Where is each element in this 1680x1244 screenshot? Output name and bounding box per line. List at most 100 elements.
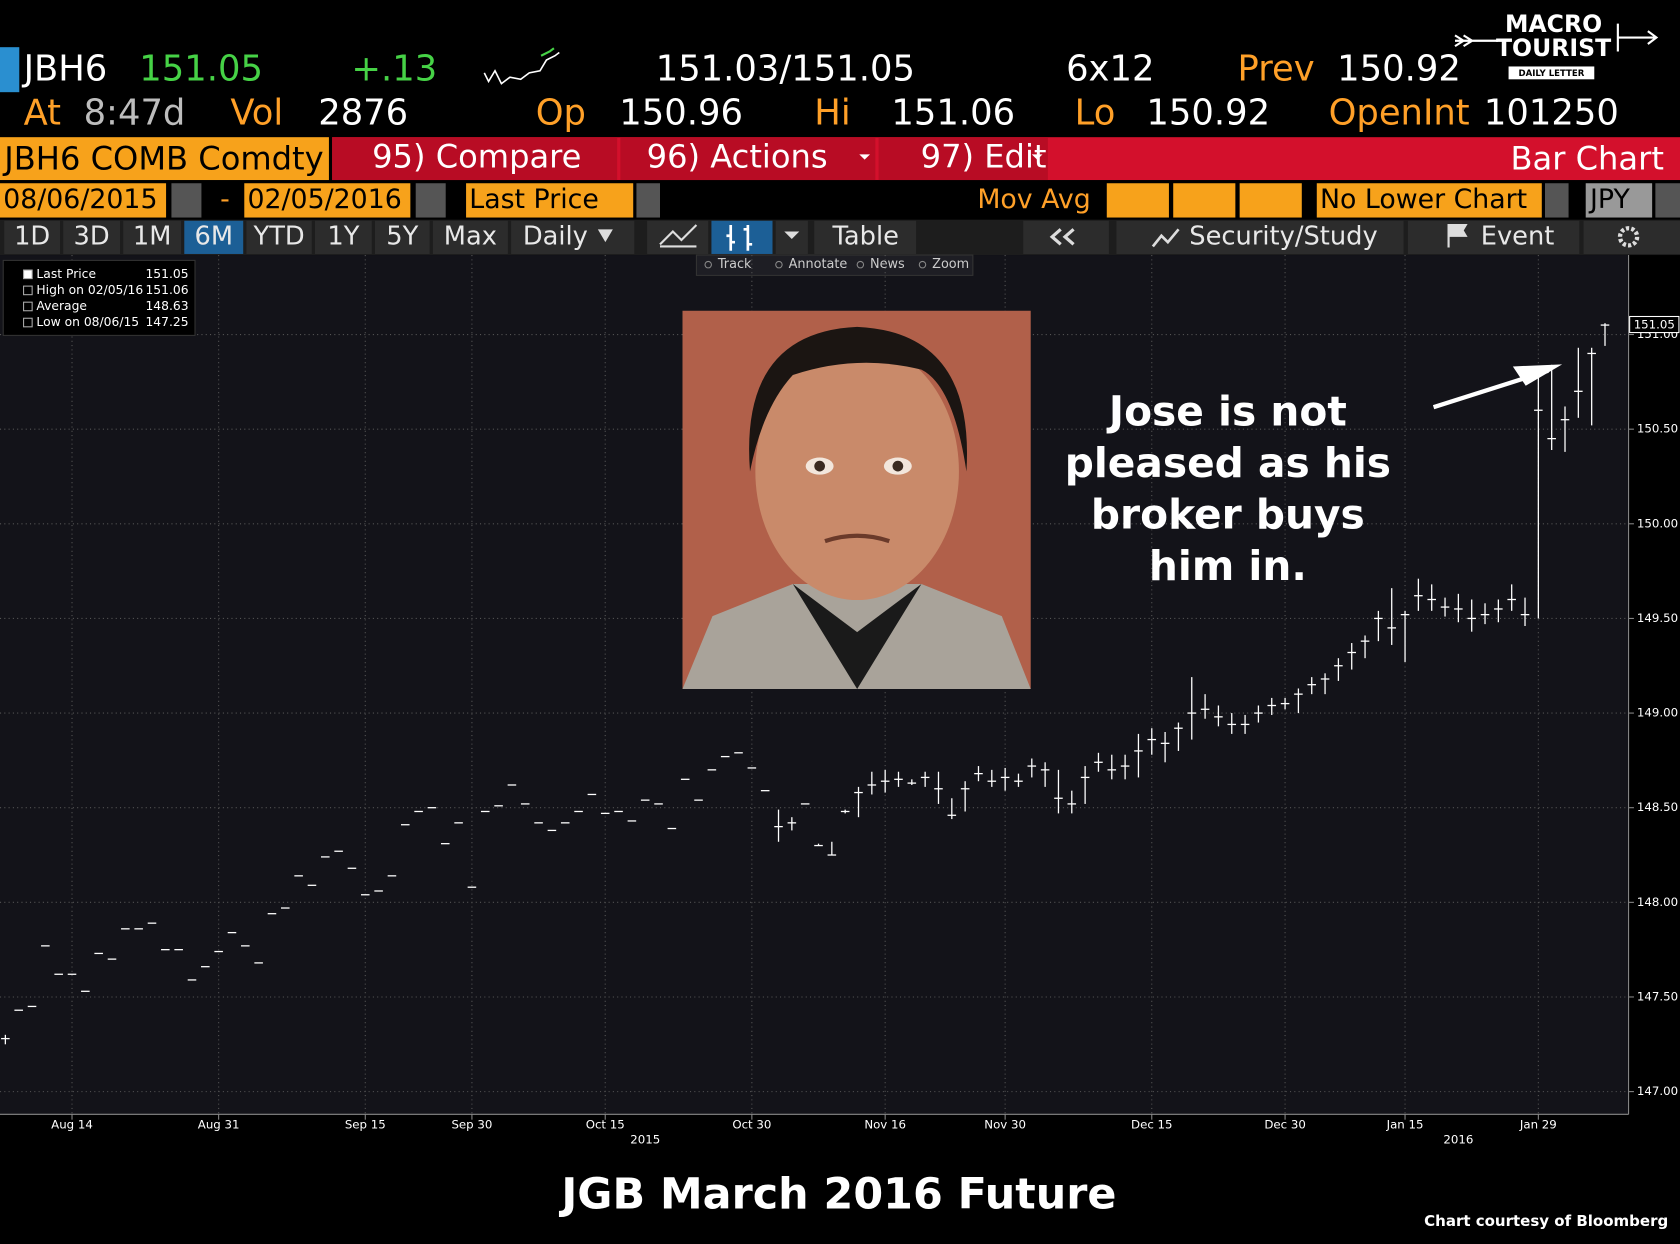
at-label: At [24, 93, 62, 134]
mov-avg-box[interactable] [1239, 183, 1302, 218]
logo: MACRO TOURIST DAILY LETTER [1454, 10, 1659, 80]
range-button[interactable] [246, 220, 312, 254]
legend-value: 148.63 [145, 299, 188, 313]
photo [682, 310, 1031, 689]
calendar-button[interactable] [415, 183, 446, 218]
hair [749, 326, 968, 472]
event-button[interactable] [1407, 220, 1580, 254]
low-label: Lo [1075, 93, 1116, 134]
mov-avg: Mov Avg [977, 184, 1090, 215]
actions: 96) Actions [647, 138, 828, 176]
x-tick-label: Aug 14 [51, 1118, 93, 1132]
y-tick-label: 150.50 [1637, 422, 1678, 436]
tool-label: Annotate [789, 257, 848, 272]
mov-avg-box[interactable] [1106, 183, 1169, 218]
range-button[interactable] [432, 220, 508, 254]
period: Daily [523, 221, 588, 251]
open-label: Op [536, 93, 586, 134]
legend-value: 151.06 [145, 283, 188, 297]
x-tick-label: Oct 30 [732, 1118, 771, 1132]
bar-chart-button[interactable] [711, 220, 773, 254]
x-tick-label: Sep 30 [451, 1118, 492, 1132]
actions-button[interactable] [620, 137, 876, 181]
bar-icon [726, 225, 753, 251]
change: +.13 [351, 49, 437, 90]
y-tick-label: 148.00 [1637, 895, 1678, 909]
tool-label: Zoom [932, 257, 969, 272]
dropdown-button[interactable] [1545, 183, 1569, 218]
calendar-button[interactable] [171, 183, 202, 218]
range-label: 1M [133, 221, 172, 251]
period-button[interactable] [511, 220, 635, 254]
bars [1, 323, 1610, 1045]
annotation-line: him in. [1149, 542, 1307, 590]
y-tick-label: 149.00 [1637, 706, 1678, 720]
logo-line: DAILY LETTER [1518, 69, 1584, 79]
logo-arrows [1454, 23, 1659, 52]
dropdown-arrow [784, 231, 800, 239]
x-tick-label: Dec 15 [1131, 1118, 1172, 1132]
dropdown-arrow [597, 229, 613, 243]
date-dash: - [220, 184, 230, 215]
dropdown-button[interactable] [636, 183, 660, 218]
y-tick-label: 147.50 [1637, 989, 1678, 1003]
pupil [814, 460, 825, 472]
range-label: 1Y [327, 221, 359, 251]
tool-icon [856, 260, 865, 269]
start-date-box[interactable] [0, 183, 167, 218]
annotation-line: Jose is not [1106, 388, 1347, 436]
dropdown-button[interactable] [1655, 183, 1680, 218]
price-tag-box [1629, 315, 1680, 334]
security-box[interactable] [0, 137, 329, 181]
price-tag: 151.05 [1634, 318, 1675, 332]
range-button[interactable] [184, 220, 244, 254]
x-tick-label: Jan 15 [1386, 1118, 1424, 1132]
lower-chart-box[interactable] [1316, 183, 1542, 218]
x-tick-label: Nov 16 [864, 1118, 906, 1132]
x-tick-label: Nov 30 [984, 1118, 1026, 1132]
size: 6x12 [1066, 49, 1154, 90]
compare: 95) Compare [372, 138, 581, 176]
currency-box[interactable] [1585, 183, 1653, 218]
range-button[interactable] [63, 220, 120, 254]
flag-icon [1447, 223, 1468, 248]
chart-title: JGB March 2016 Future [558, 1169, 1116, 1219]
security-study: Security/Study [1189, 221, 1377, 251]
y-tick-label: 149.50 [1637, 611, 1678, 625]
logo-line: MACRO [1505, 10, 1602, 38]
settings-button[interactable] [1583, 220, 1680, 254]
volume: 2876 [318, 93, 408, 134]
study-icon [1151, 228, 1180, 248]
table-button[interactable] [814, 220, 917, 254]
range-button[interactable] [375, 220, 430, 254]
compare-button[interactable] [332, 137, 618, 181]
end-date-box[interactable] [244, 183, 411, 218]
dropdown-arrow [859, 154, 870, 160]
tools-bar [695, 254, 974, 276]
field-box[interactable] [466, 183, 634, 218]
ticker: JBH6 [22, 49, 108, 90]
legend-label: Average [36, 299, 87, 313]
vol-label: Vol [230, 93, 283, 134]
x-tick-label: Oct 15 [586, 1118, 625, 1132]
legend-swatch [23, 269, 33, 280]
high-label: Hi [814, 93, 850, 134]
face [755, 342, 959, 601]
range-button[interactable] [315, 220, 372, 254]
legend-label: Last Price [36, 267, 96, 281]
range-button[interactable] [123, 220, 182, 254]
gear-icon [1617, 226, 1640, 248]
line-icon [659, 224, 698, 248]
range-button[interactable] [4, 220, 61, 254]
dropdown-arrow [1031, 154, 1043, 160]
legend-value: 147.25 [145, 315, 188, 329]
edit-button[interactable] [878, 137, 1048, 181]
mov-avg-box[interactable] [1173, 183, 1236, 218]
oi-label: OpenInt [1329, 93, 1470, 134]
annotation-line: broker buys [1091, 491, 1365, 539]
range-label: 3D [74, 221, 110, 251]
